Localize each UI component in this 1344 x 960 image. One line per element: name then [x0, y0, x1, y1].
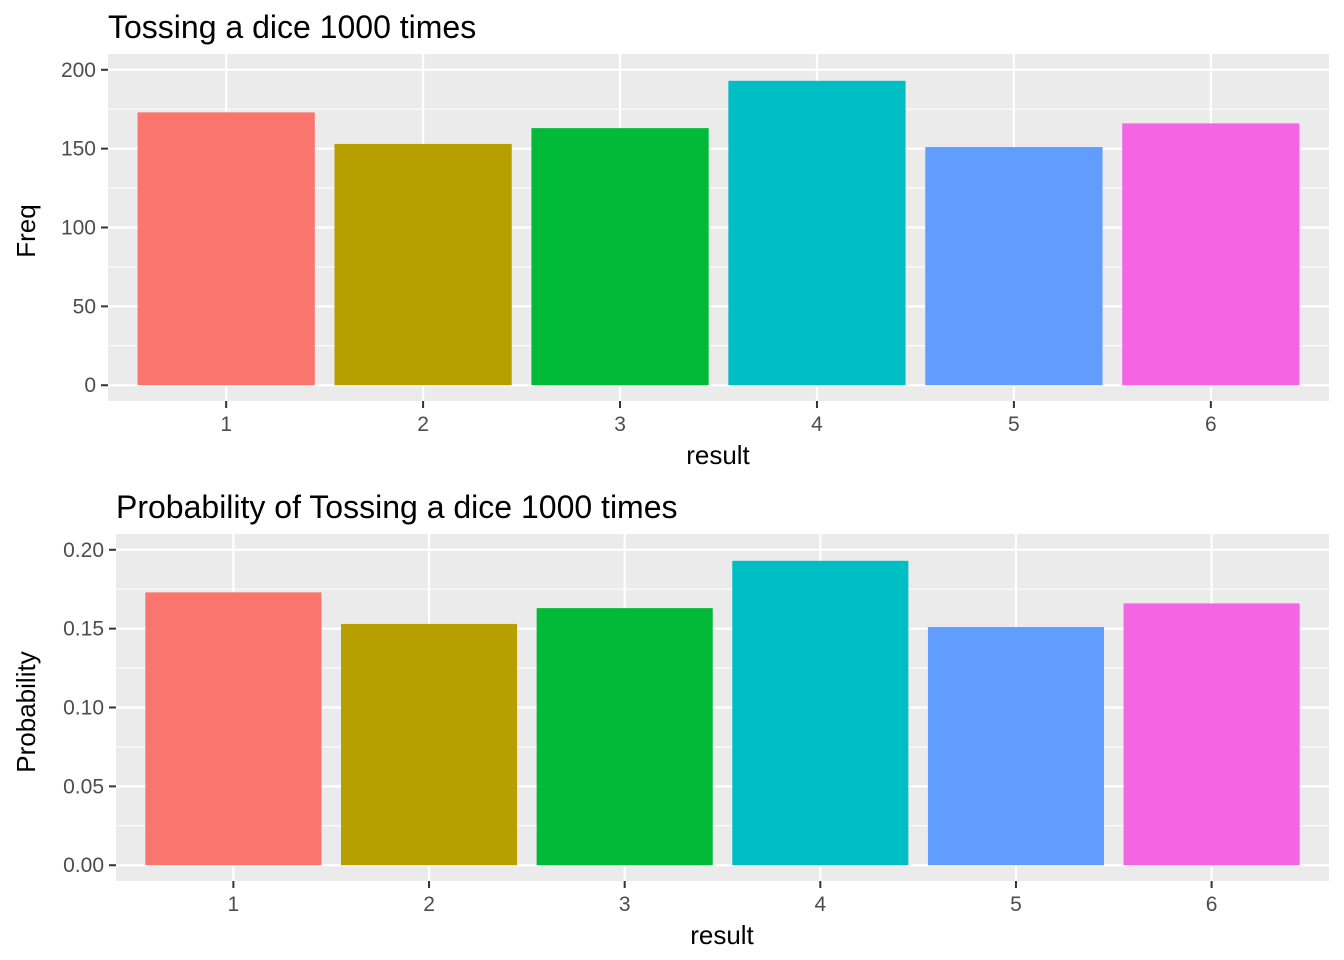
- y-tick-label: 0.00: [63, 854, 104, 877]
- x-tick-label: 4: [811, 413, 823, 436]
- y-tick-label: 0.20: [63, 539, 104, 562]
- bar-4: [732, 560, 909, 866]
- y-tick-label: 0: [84, 374, 96, 397]
- bar-5: [925, 147, 1103, 386]
- x-tick-label: 2: [423, 893, 435, 916]
- chart-2-y-axis-title: Probability: [11, 651, 41, 772]
- x-tick-label: 6: [1205, 413, 1217, 436]
- x-tick-label: 1: [228, 893, 240, 916]
- chart-2-x-axis: 1 2 3 4 5 6: [228, 881, 1218, 916]
- y-tick-label: 0.05: [63, 775, 104, 798]
- chart-2: Probability of Tossing a dice 1000 times…: [11, 489, 1329, 950]
- bar-1: [137, 112, 315, 386]
- bar-2: [340, 623, 518, 866]
- x-tick-label: 5: [1008, 413, 1020, 436]
- chart-2-x-axis-title: result: [690, 920, 754, 950]
- chart-2-y-axis: 0.00 0.05 0.10 0.15 0.20: [63, 539, 116, 877]
- bar-6: [1123, 603, 1300, 866]
- x-tick-label: 6: [1206, 893, 1218, 916]
- y-tick-label: 0.10: [63, 697, 104, 720]
- x-tick-label: 2: [417, 413, 429, 436]
- chart-1-bars: [137, 80, 1300, 386]
- chart-2-bars: [145, 560, 1300, 866]
- x-tick-label: 3: [614, 413, 626, 436]
- x-tick-label: 3: [619, 893, 631, 916]
- chart-1-y-axis-title: Freq: [11, 204, 41, 257]
- y-tick-label: 0.15: [63, 618, 104, 641]
- bar-6: [1122, 123, 1300, 386]
- y-tick-label: 100: [61, 217, 96, 240]
- y-tick-label: 150: [61, 138, 96, 161]
- bar-5: [927, 627, 1105, 866]
- chart-1-x-axis-title: result: [686, 440, 750, 470]
- x-tick-label: 5: [1010, 893, 1022, 916]
- y-tick-label: 200: [61, 59, 96, 82]
- chart-1: Tossing a dice 1000 times 0 50 100 150 200 1…: [11, 9, 1329, 470]
- bar-3: [531, 128, 709, 386]
- chart-1-x-axis: 1 2 3 4 5 6: [220, 401, 1217, 436]
- bar-3: [536, 608, 713, 866]
- bar-1: [145, 592, 322, 866]
- x-tick-label: 1: [220, 413, 232, 436]
- bar-2: [334, 143, 512, 386]
- bar-4: [728, 80, 906, 386]
- chart-1-title: Tossing a dice 1000 times: [108, 9, 476, 45]
- chart-2-title: Probability of Tossing a dice 1000 times: [116, 489, 678, 525]
- chart-1-y-axis: 0 50 100 150 200: [61, 59, 108, 397]
- y-tick-label: 50: [73, 295, 96, 318]
- x-tick-label: 4: [814, 893, 826, 916]
